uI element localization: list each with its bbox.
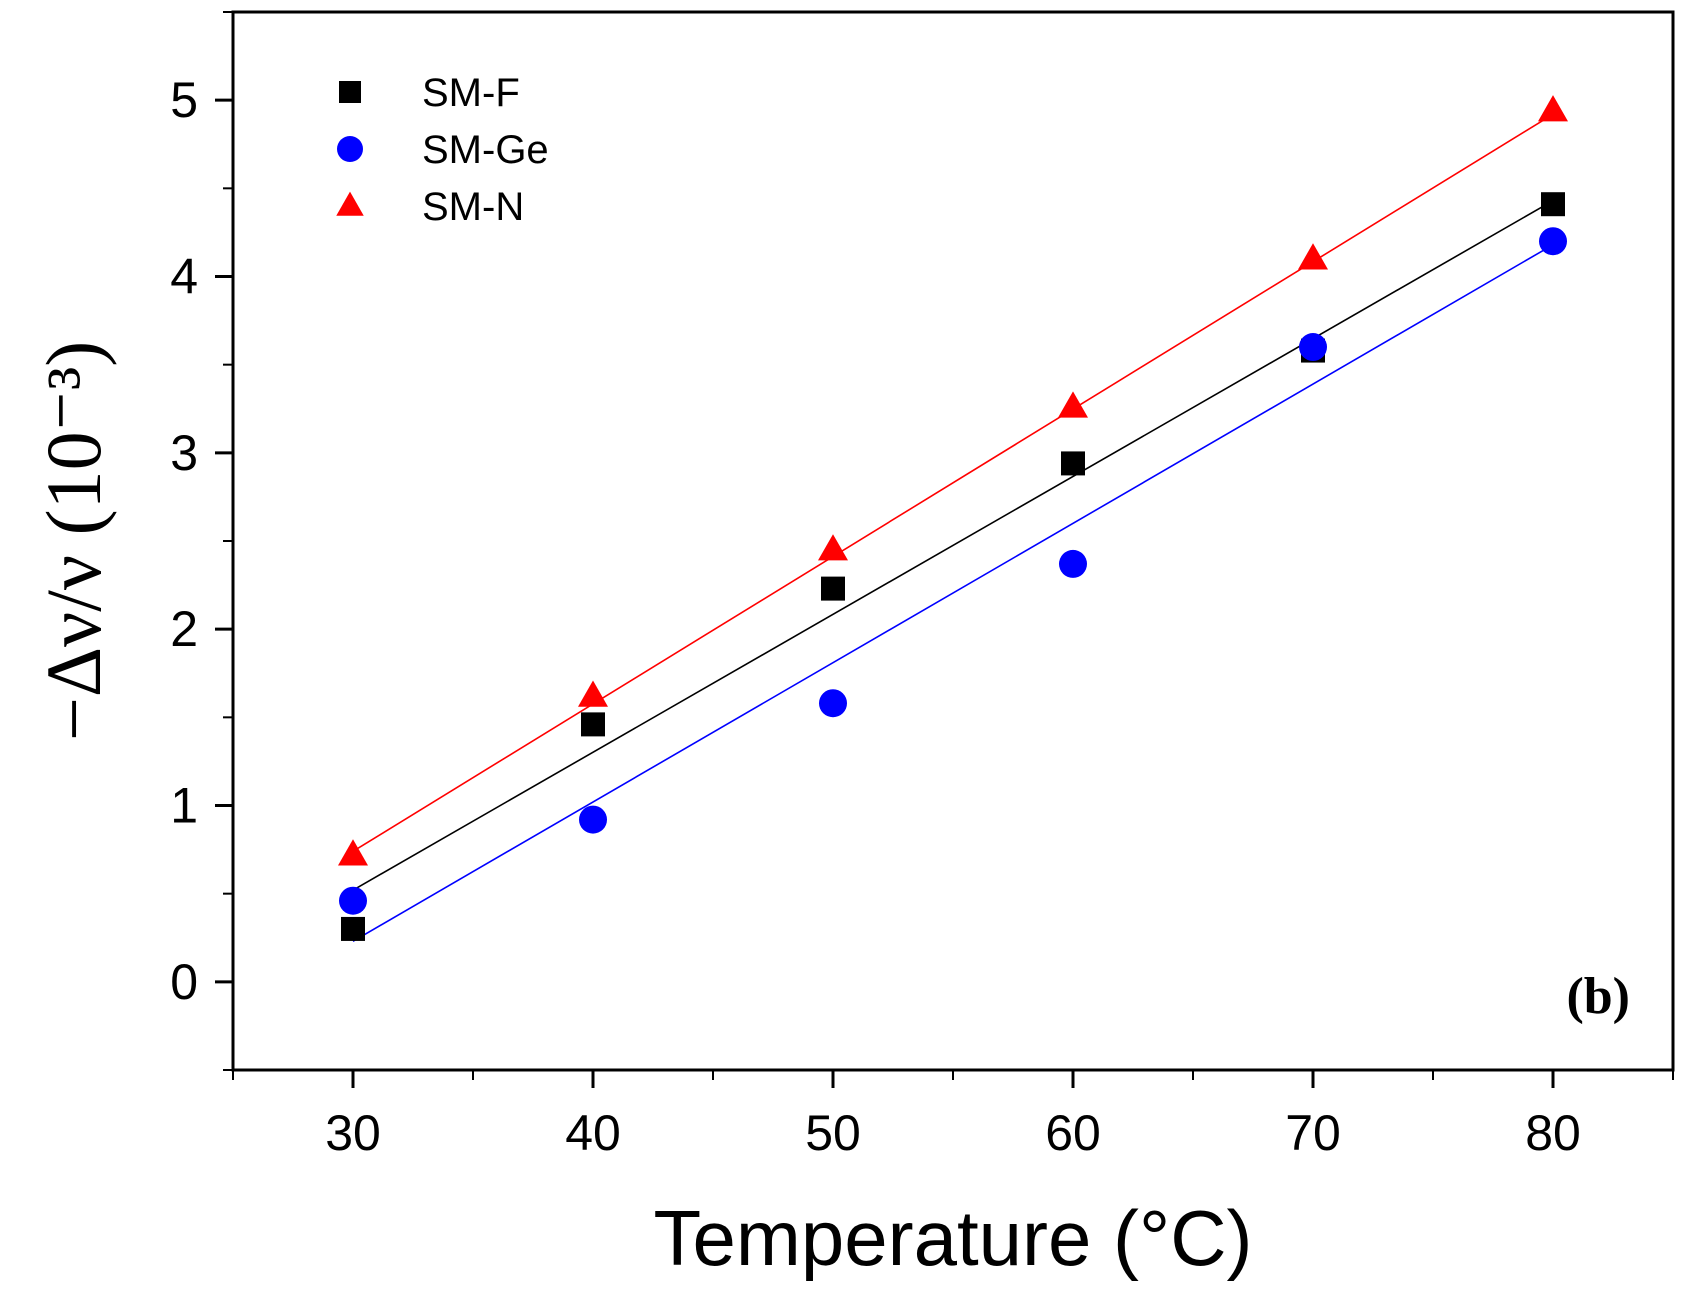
data-point-sm-f <box>581 712 605 737</box>
data-point-sm-ge <box>819 689 847 718</box>
x-tick-label: 70 <box>1285 1105 1341 1161</box>
y-tick-labels: 0 1 2 3 4 5 <box>170 72 198 1010</box>
data-point-sm-ge <box>1539 227 1567 256</box>
data-point-sm-ge <box>1299 333 1327 362</box>
legend-marker-sm-n <box>336 191 364 216</box>
plot-frame <box>231 10 1675 1072</box>
data-point-sm-n <box>338 839 368 866</box>
y-tick-label: 5 <box>170 72 198 128</box>
legend-label-sm-ge: SM-Ge <box>422 128 549 172</box>
fit-lines <box>352 113 1554 942</box>
data-point-sm-ge <box>579 805 607 834</box>
data-point-sm-f <box>341 916 365 941</box>
x-tick-label: 30 <box>325 1105 381 1161</box>
data-point-sm-ge <box>339 886 367 915</box>
data-point-sm-n <box>1298 243 1328 270</box>
data-point-sm-n <box>818 534 848 561</box>
legend: SM-F SM-Ge SM-N <box>336 71 549 229</box>
legend-marker-sm-ge <box>337 136 363 162</box>
legend-label-sm-n: SM-N <box>422 185 524 229</box>
y-tick-label: 1 <box>170 778 198 834</box>
data-point-sm-n <box>1538 95 1568 122</box>
y-tick-label: 2 <box>170 601 198 657</box>
fit-line-sm-ge <box>352 244 1554 942</box>
x-tick-label: 40 <box>565 1105 621 1161</box>
major-ticks <box>215 98 1555 1088</box>
data-point-sm-f <box>1541 192 1565 217</box>
legend-marker-sm-f <box>339 81 361 103</box>
x-tick-label: 50 <box>805 1105 861 1161</box>
y-tick-label: 3 <box>170 425 198 481</box>
data-point-sm-n <box>1058 391 1088 418</box>
x-tick-label: 60 <box>1045 1105 1101 1161</box>
x-tick-label: 80 <box>1525 1105 1581 1161</box>
fit-line-sm-n <box>352 113 1554 853</box>
panel-label: (b) <box>1566 968 1630 1025</box>
x-axis-title: Temperature (°C) <box>653 1194 1252 1282</box>
data-markers <box>338 95 1568 941</box>
y-tick-label: 0 <box>170 954 198 1010</box>
y-tick-label: 4 <box>170 249 198 305</box>
data-point-sm-f <box>821 576 845 601</box>
x-tick-labels: 30 40 50 60 70 80 <box>325 1105 1581 1161</box>
data-point-sm-n <box>578 680 608 707</box>
data-point-sm-f <box>1061 451 1085 476</box>
legend-label-sm-f: SM-F <box>422 71 520 115</box>
data-point-sm-ge <box>1059 549 1087 578</box>
y-axis-title: −Δν/ν (10⁻³) <box>30 341 117 741</box>
fit-line-sm-f <box>352 199 1554 891</box>
minor-ticks <box>223 11 1674 1080</box>
